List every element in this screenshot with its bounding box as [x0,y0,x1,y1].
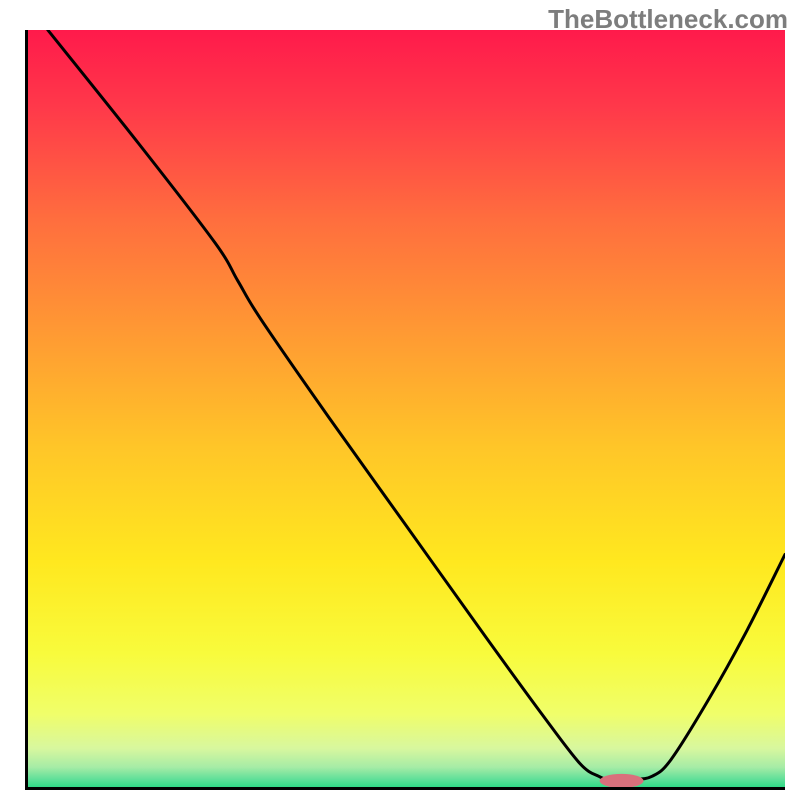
optimal-marker [600,774,644,788]
chart-container: TheBottleneck.com [0,0,800,800]
watermark-text: TheBottleneck.com [548,4,788,35]
plot-area [25,30,785,790]
chart-svg [25,30,785,790]
